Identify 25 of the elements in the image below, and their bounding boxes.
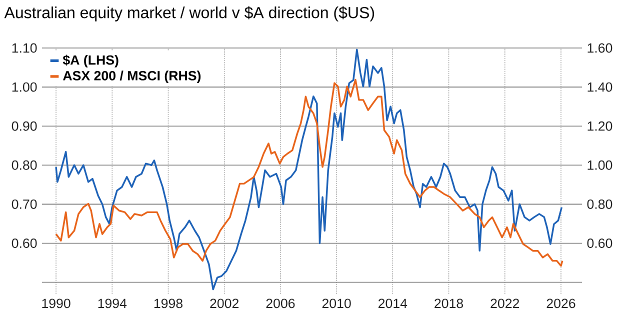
- x-tick-label: 2022: [490, 298, 520, 308]
- y2-tick-label: 0.80: [587, 199, 612, 209]
- y2-tick-label: 0.60: [587, 238, 612, 248]
- y-tick-label: 0.90: [12, 121, 37, 131]
- x-tick-label: 2002: [210, 298, 239, 308]
- x-tick-label: 1990: [42, 298, 70, 308]
- x-tick-label: 2018: [434, 298, 464, 308]
- x-tick-label: 2014: [378, 298, 408, 308]
- y2-tick-label: 1.60: [588, 43, 612, 53]
- y2-tick-label: 1.00: [588, 160, 612, 170]
- chart-title: Australian equity market / world v $A direction ($US): [4, 6, 374, 22]
- y-tick-label: 1.00: [12, 82, 37, 92]
- x-tick-label: 1994: [98, 298, 127, 308]
- x-tick-label: 2010: [322, 298, 351, 308]
- x-tick-label: 1998: [154, 298, 182, 308]
- y-tick-label: 0.80: [12, 160, 37, 170]
- y2-tick-label: 1.40: [588, 82, 612, 92]
- y-tick-label: 0.60: [12, 238, 37, 248]
- x-tick-label: 2006: [266, 298, 295, 308]
- legend-label: $A (LHS): [62, 54, 118, 68]
- legend-label: ASX 200 / MSCI (RHS): [63, 70, 201, 84]
- y-tick-label: 0.70: [12, 199, 37, 209]
- y-tick-label: 1.10: [12, 43, 37, 53]
- x-tick-label: 2026: [546, 298, 576, 308]
- y2-tick-label: 1.20: [588, 121, 612, 131]
